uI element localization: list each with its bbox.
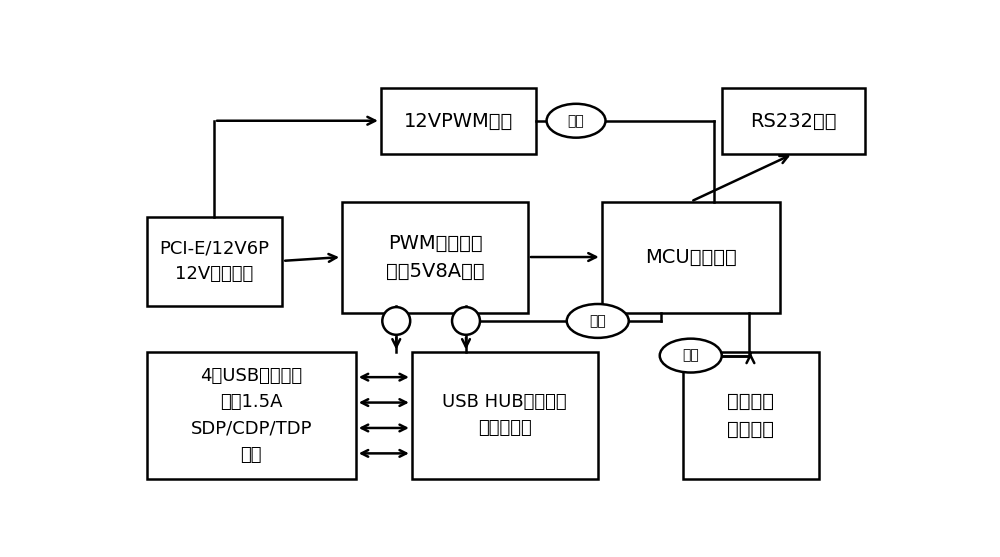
- Bar: [147, 217, 282, 306]
- Bar: [722, 89, 865, 154]
- Ellipse shape: [382, 307, 410, 335]
- Bar: [602, 202, 780, 313]
- Text: MCU控制单元: MCU控制单元: [645, 248, 737, 267]
- Bar: [683, 351, 819, 479]
- Text: 控制: 控制: [682, 349, 699, 363]
- Text: 4口USB独立供电
每路1.5A
SDP/CDP/TDP
模式: 4口USB独立供电 每路1.5A SDP/CDP/TDP 模式: [191, 367, 312, 464]
- Text: RS232串口: RS232串口: [750, 111, 837, 131]
- Text: USB HUB控制单元
树莓派单元: USB HUB控制单元 树莓派单元: [442, 393, 567, 437]
- Ellipse shape: [660, 339, 722, 373]
- Bar: [381, 89, 536, 154]
- Ellipse shape: [547, 104, 606, 138]
- Text: 控制: 控制: [568, 114, 584, 128]
- Text: 12VPWM风扇: 12VPWM风扇: [404, 111, 513, 131]
- Bar: [147, 351, 356, 479]
- Bar: [412, 351, 598, 479]
- Text: 地址设置
风扇设置: 地址设置 风扇设置: [727, 392, 774, 439]
- Ellipse shape: [567, 304, 629, 338]
- Ellipse shape: [452, 307, 480, 335]
- Text: PWM电源单元
输出5V8A电流: PWM电源单元 输出5V8A电流: [386, 234, 484, 281]
- Text: PCI-E/12V6P
12V电源输入: PCI-E/12V6P 12V电源输入: [160, 239, 270, 284]
- Text: 控制: 控制: [589, 314, 606, 328]
- Bar: [342, 202, 528, 313]
